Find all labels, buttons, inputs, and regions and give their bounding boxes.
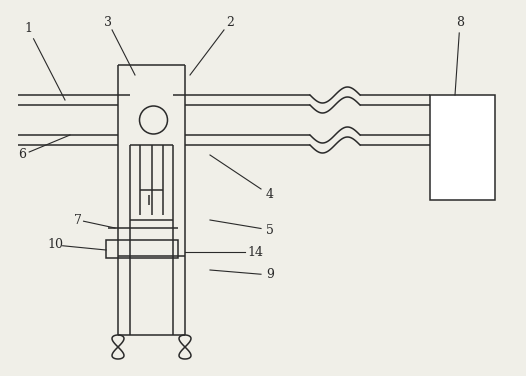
Text: 10: 10 bbox=[47, 238, 63, 252]
Text: 3: 3 bbox=[104, 15, 112, 29]
Bar bbox=[106, 240, 178, 258]
Circle shape bbox=[139, 106, 167, 134]
Text: 14: 14 bbox=[247, 246, 263, 259]
Text: 5: 5 bbox=[266, 223, 274, 237]
Text: 1: 1 bbox=[24, 21, 32, 35]
Text: 8: 8 bbox=[456, 15, 464, 29]
Text: 2: 2 bbox=[226, 15, 234, 29]
Text: 7: 7 bbox=[74, 214, 82, 226]
Text: 6: 6 bbox=[18, 149, 26, 162]
Bar bbox=[430, 95, 495, 200]
Text: 9: 9 bbox=[266, 268, 274, 282]
Text: 4: 4 bbox=[266, 188, 274, 202]
